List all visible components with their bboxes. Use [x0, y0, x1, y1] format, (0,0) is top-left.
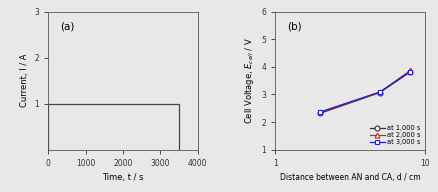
at 1,000 s [377, 91, 382, 94]
Line: at 2,000 s: at 2,000 s [318, 68, 413, 115]
at 2,000 s [318, 111, 323, 114]
Y-axis label: Current, I / A: Current, I / A [20, 54, 29, 107]
X-axis label: Time, t / s: Time, t / s [102, 173, 144, 182]
at 3,000 s [318, 111, 323, 113]
at 2,000 s [377, 91, 382, 93]
X-axis label: Distance between AN and CA, d / cm: Distance between AN and CA, d / cm [280, 173, 420, 182]
at 1,000 s [408, 71, 413, 73]
Line: at 3,000 s: at 3,000 s [318, 69, 413, 114]
at 3,000 s [408, 70, 413, 73]
Text: (b): (b) [287, 21, 302, 31]
Text: (a): (a) [60, 21, 74, 31]
Y-axis label: Cell Voltage, $E_{cell}$ / V: Cell Voltage, $E_{cell}$ / V [243, 37, 256, 124]
at 2,000 s [408, 69, 413, 72]
at 1,000 s [318, 112, 323, 114]
Legend: at 1,000 s, at 2,000 s, at 3,000 s: at 1,000 s, at 2,000 s, at 3,000 s [369, 124, 421, 146]
Line: at 1,000 s: at 1,000 s [318, 69, 413, 116]
at 3,000 s [377, 91, 382, 93]
